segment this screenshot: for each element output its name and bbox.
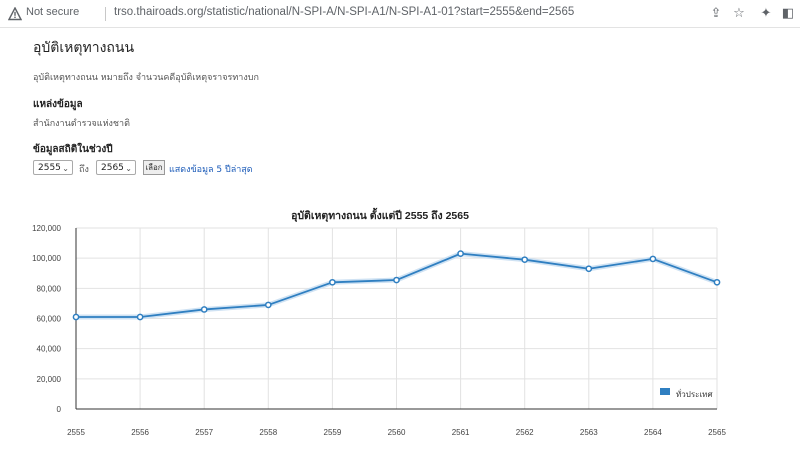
start-year-select[interactable]: 2555 ⌄ — [33, 160, 73, 175]
range-heading: ข้อมูลสถิติในช่วงปี — [33, 144, 113, 155]
data-point — [649, 255, 657, 263]
data-point — [457, 250, 464, 257]
divider — [105, 7, 106, 21]
x-tick-label: 2555 — [67, 428, 85, 437]
data-point — [72, 313, 80, 321]
source-value: สำนักงานตำรวจแห่งชาติ — [33, 119, 130, 129]
end-year-select[interactable]: 2565 ⌄ — [96, 160, 136, 175]
chart-svg: อุบัติเหตุทางถนน ตั้งแต่ปี 2555 ถึง 2565… — [32, 207, 726, 437]
x-tick-label: 2565 — [708, 428, 726, 437]
x-tick-label: 2557 — [195, 428, 213, 437]
data-point — [713, 278, 721, 286]
y-tick-label: 100,000 — [32, 254, 61, 263]
x-tick-label: 2563 — [580, 428, 598, 437]
source-heading: แหล่งข้อมูล — [33, 99, 83, 110]
warning-icon[interactable] — [8, 7, 22, 21]
x-tick-label: 2561 — [452, 428, 470, 437]
data-point — [200, 306, 208, 313]
select-button[interactable]: เลือก — [143, 160, 165, 175]
legend-label: ทั่วประเทศ — [676, 388, 713, 399]
data-point — [521, 256, 529, 264]
browser-address-bar: Not secure trso.thairoads.org/statistic/… — [0, 0, 800, 28]
legend-swatch — [660, 388, 670, 395]
chart-title: อุบัติเหตุทางถนน ตั้งแต่ปี 2555 ถึง 2565 — [291, 207, 469, 223]
to-label: ถึง — [79, 165, 89, 175]
start-year-value: 2555 — [38, 163, 61, 173]
data-point — [585, 265, 593, 273]
side-panel-icon[interactable]: ◧ — [781, 6, 795, 21]
chevron-down-icon: ⌄ — [125, 164, 132, 173]
x-tick-label: 2560 — [388, 428, 406, 437]
end-year-value: 2565 — [101, 163, 124, 173]
data-point — [136, 313, 144, 321]
y-tick-label: 120,000 — [32, 224, 61, 233]
x-tick-label: 2564 — [644, 428, 662, 437]
page-description: อุบัติเหตุทางถนน หมายถึง จำนวนคดีอุบัติเ… — [33, 73, 259, 83]
data-point — [264, 301, 272, 309]
chevron-down-icon: ⌄ — [62, 164, 69, 173]
share-icon[interactable]: ⇪ — [710, 6, 722, 21]
line-chart: อุบัติเหตุทางถนน ตั้งแต่ปี 2555 ถึง 2565… — [0, 195, 800, 451]
extensions-icon[interactable]: ✦ — [760, 6, 772, 21]
y-tick-label: 80,000 — [37, 284, 62, 293]
latest-5-years-link[interactable]: แสดงข้อมูล 5 ปีล่าสุด — [169, 165, 253, 175]
page-title: อุบัติเหตุทางถนน — [33, 40, 135, 56]
x-tick-label: 2556 — [131, 428, 149, 437]
y-tick-label: 60,000 — [37, 315, 62, 324]
y-tick-label: 40,000 — [37, 345, 62, 354]
x-tick-label: 2562 — [516, 428, 534, 437]
data-point — [329, 278, 336, 286]
y-tick-label: 20,000 — [37, 375, 62, 384]
url-field[interactable]: trso.thairoads.org/statistic/national/N-… — [114, 6, 575, 18]
security-label[interactable]: Not secure — [26, 6, 80, 18]
y-tick-label: 0 — [57, 405, 62, 414]
bookmark-star-icon[interactable]: ☆ — [733, 6, 745, 21]
x-tick-label: 2559 — [324, 428, 342, 437]
data-point — [393, 276, 400, 284]
x-tick-label: 2558 — [259, 428, 277, 437]
